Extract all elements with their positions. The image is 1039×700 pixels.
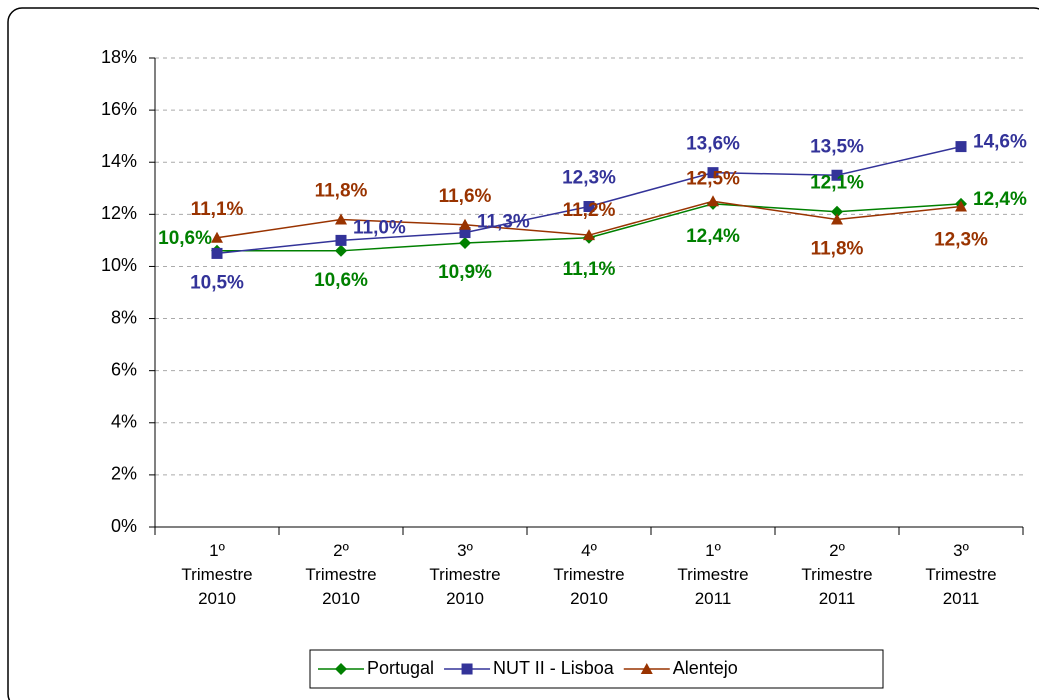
data-label: 11,8% — [315, 181, 368, 202]
legend-marker — [640, 663, 653, 674]
data-label: 13,6% — [686, 134, 740, 155]
data-label: 11,8% — [811, 239, 864, 260]
data-label: 10,6% — [158, 228, 212, 249]
data-point — [955, 200, 967, 212]
data-point — [459, 218, 471, 230]
data-point — [335, 244, 347, 257]
data-point — [955, 141, 967, 153]
data-label: 11,1% — [191, 199, 244, 220]
data-point — [211, 231, 223, 243]
data-label: 12,4% — [973, 189, 1027, 210]
data-point — [335, 213, 347, 225]
x-tick-label: 3º Trimestre 2010 — [429, 541, 501, 608]
legend-label: Alentejo — [673, 658, 738, 678]
y-tick-label: 8% — [111, 307, 137, 327]
data-label: 11,6% — [439, 186, 492, 207]
x-tick-label: 1º Trimestre 2011 — [677, 541, 749, 608]
data-point — [583, 229, 595, 241]
data-label: 12,3% — [934, 230, 988, 251]
x-tick-label: 3º Trimestre 2011 — [925, 541, 997, 608]
x-tick-label: 4º Trimestre 2010 — [553, 541, 625, 608]
y-tick-label: 2% — [111, 464, 137, 484]
data-label: 11,2% — [563, 200, 616, 221]
legend-label: NUT II - Lisboa — [493, 658, 615, 678]
data-point — [707, 167, 719, 179]
x-tick-label: 2º Trimestre 2010 — [305, 541, 377, 608]
legend-label: Portugal — [367, 658, 434, 678]
data-label: 10,6% — [314, 270, 368, 291]
data-label: 12,1% — [810, 173, 864, 194]
legend-box — [309, 649, 884, 689]
data-point — [335, 234, 347, 246]
chart-frame — [7, 7, 1039, 700]
data-point — [583, 201, 595, 213]
data-label: 12,3% — [562, 168, 616, 189]
data-label: 12,5% — [686, 168, 740, 189]
data-label: 11,1% — [563, 259, 616, 280]
x-tick-label: 2º Trimestre 2011 — [801, 541, 873, 608]
legend-marker — [461, 663, 473, 675]
data-point — [831, 213, 843, 225]
x-tick-label: 1º Trimestre 2010 — [181, 541, 253, 608]
y-tick-label: 14% — [101, 151, 137, 171]
data-label: 11,3% — [477, 212, 530, 233]
y-tick-label: 12% — [101, 203, 137, 223]
data-label: 11,0% — [353, 217, 406, 238]
y-tick-label: 0% — [111, 516, 137, 536]
data-point — [459, 227, 471, 239]
data-label: 13,5% — [810, 136, 864, 157]
data-label: 10,5% — [190, 272, 244, 293]
data-point — [459, 236, 471, 249]
y-tick-label: 18% — [101, 47, 137, 67]
data-point — [707, 195, 719, 207]
legend-marker — [335, 663, 347, 675]
y-tick-label: 4% — [111, 412, 137, 432]
data-label: 14,6% — [973, 132, 1027, 153]
data-point — [831, 205, 843, 218]
data-point — [211, 247, 223, 259]
y-tick-label: 10% — [101, 255, 137, 275]
data-point — [831, 169, 843, 181]
y-tick-label: 16% — [101, 99, 137, 119]
y-tick-label: 6% — [111, 359, 137, 379]
data-label: 10,9% — [438, 262, 492, 283]
data-label: 12,4% — [686, 226, 740, 247]
